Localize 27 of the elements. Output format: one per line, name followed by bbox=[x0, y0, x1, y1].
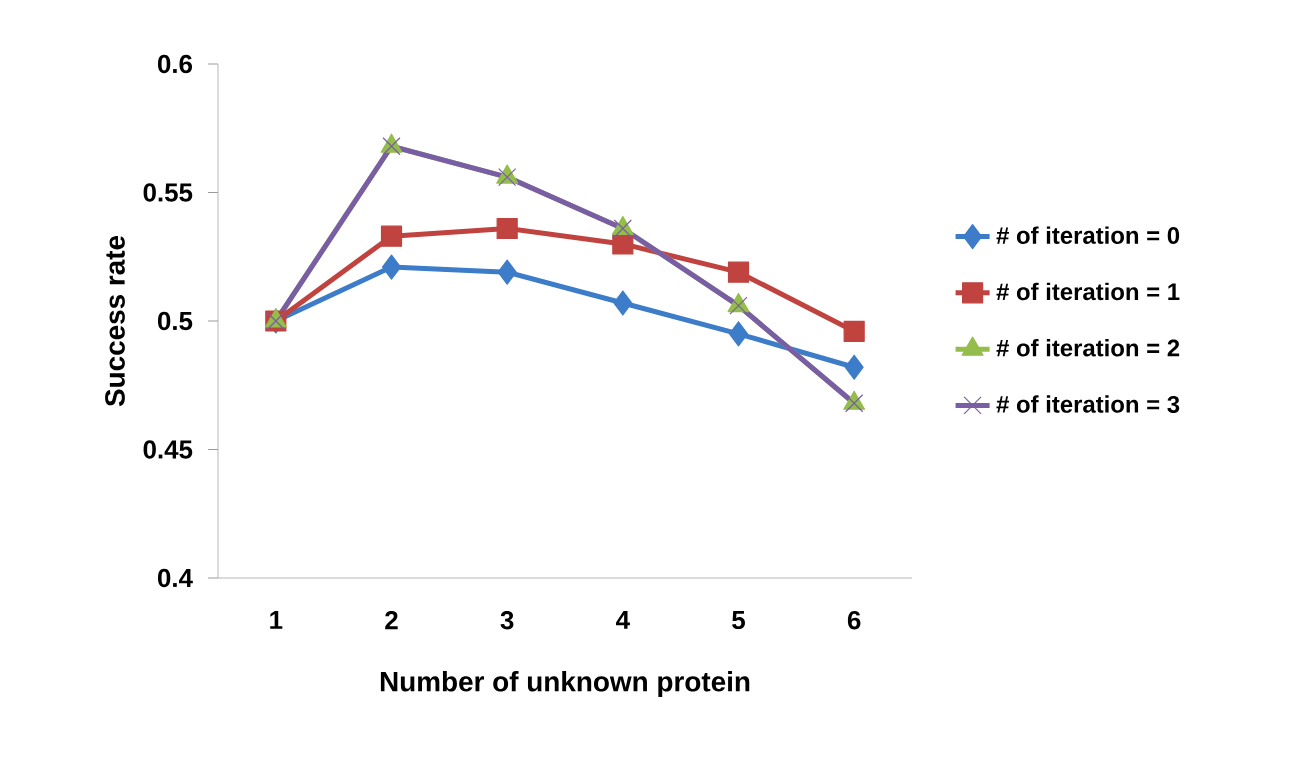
legend-label: # of iteration = 0 bbox=[996, 226, 1180, 244]
x-tick-label: 3 bbox=[500, 611, 514, 630]
legend-label: # of iteration = 3 bbox=[996, 395, 1180, 413]
x-tick-label: 5 bbox=[732, 611, 745, 630]
x-tick-label: 4 bbox=[616, 611, 630, 629]
point bbox=[381, 254, 402, 280]
point bbox=[612, 233, 634, 255]
point bbox=[380, 225, 403, 247]
x-tick-label: 2 bbox=[385, 611, 398, 630]
point bbox=[497, 259, 517, 285]
point bbox=[844, 354, 864, 380]
y-tick-label: 0.45 bbox=[143, 440, 193, 459]
point bbox=[728, 321, 749, 347]
point bbox=[613, 290, 633, 316]
y-tick-label: 0.6 bbox=[157, 54, 193, 74]
x-tick-label: 1 bbox=[270, 611, 283, 629]
y-tick-label: 0.4 bbox=[157, 568, 193, 588]
y-tick-label: 0.55 bbox=[143, 183, 193, 202]
x-axis-title: Number of unknown protein bbox=[380, 671, 750, 698]
point bbox=[843, 320, 865, 342]
legend-label: # of iteration = 2 bbox=[996, 339, 1180, 357]
y-tick-label: 0.5 bbox=[157, 311, 193, 331]
legend-label: # of iteration = 1 bbox=[996, 282, 1180, 301]
point bbox=[496, 217, 518, 240]
x-tick-label: 6 bbox=[847, 611, 861, 630]
point bbox=[727, 261, 750, 283]
y-axis-title: Success rate bbox=[105, 235, 125, 407]
